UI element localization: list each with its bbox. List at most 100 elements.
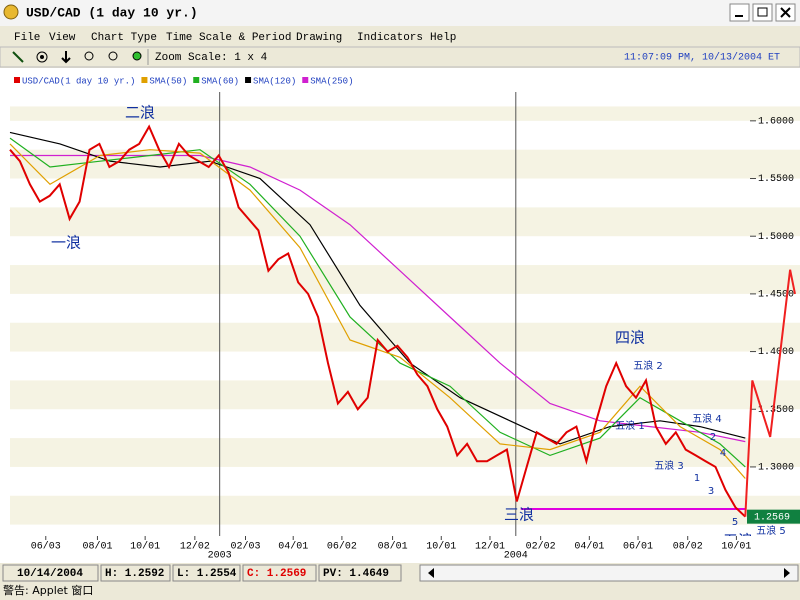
window-controls: [729, 3, 796, 22]
year-label: 2004: [504, 551, 528, 562]
wave-annotation: 5: [732, 517, 738, 528]
x-axis: 2003 2004 06/03 08/01 10/01 12/02 02/03 04/01 06…: [31, 536, 751, 562]
menu-bar: [0, 27, 800, 46]
wave-annotation: 二浪: [125, 104, 155, 122]
status-pv: PV: 1.4649: [323, 568, 389, 580]
status-box: [2, 564, 99, 582]
y-tick-label: 1.5000: [758, 232, 794, 243]
y-tick-label: 1.5500: [758, 174, 794, 185]
year-label: 2003: [208, 551, 232, 562]
x-tick-label: 12/01: [475, 541, 505, 553]
point-tool-dot: [40, 55, 44, 59]
legend-swatch: [245, 77, 252, 83]
series-line: [9, 124, 746, 518]
last-value-box: [747, 509, 800, 524]
wave-annotation: 五浪 5: [756, 524, 786, 537]
x-tick-label: 08/01: [378, 541, 408, 553]
minimize-button[interactable]: [729, 3, 750, 22]
wave-annotation: 4: [720, 448, 726, 459]
wave-annotation: 五浪 2: [633, 359, 663, 372]
x-tick-label: 10/01: [426, 541, 456, 553]
band: [10, 106, 800, 121]
toolbar: [0, 46, 800, 68]
x-tick-label: 04/01: [278, 541, 308, 553]
clock: 11:07:09 PM, 10/13/2004 ET: [624, 52, 780, 64]
status-box: [242, 564, 317, 582]
down-tool[interactable]: [61, 51, 71, 64]
line-tool[interactable]: [12, 51, 24, 63]
legend-label: USD/CAD(1 day 10 yr.): [22, 76, 135, 86]
status-box: [100, 564, 171, 582]
menu-item[interactable]: Help: [430, 32, 456, 44]
x-axis-area: [0, 536, 800, 563]
maximize-icon: [757, 7, 768, 17]
x-tick-label: 02/03: [231, 541, 261, 553]
band: [10, 438, 800, 467]
maximize-button[interactable]: [752, 3, 773, 22]
status-fields: 10/14/2004 H: 1.2592 L: 1.2554 C: 1.2569…: [2, 564, 799, 582]
wave-annotation: 一浪: [51, 234, 81, 252]
legend-swatch: [302, 77, 309, 83]
band: [10, 149, 800, 179]
footer-warning: 警告: Applet 窗口: [3, 583, 93, 597]
wave-annotation: 五浪 4: [692, 412, 722, 425]
zoom-in[interactable]: [84, 51, 94, 61]
projection-line: [744, 269, 796, 517]
chart: 1.3000 1.3500 1.4000 1.4500 1.5000 1.5500 1.60…: [9, 92, 800, 553]
legend-swatch: [193, 77, 200, 83]
title-bar: [0, 0, 800, 26]
menu: File View Chart Type Time Scale & Period Dra…: [14, 32, 456, 44]
footer-bar: [0, 583, 800, 600]
wave-annotation: 3: [708, 486, 714, 497]
legend-label: SMA(60): [201, 76, 239, 86]
band: [10, 207, 800, 237]
legend-label: SMA(250): [310, 76, 353, 86]
menu-item[interactable]: Chart Type: [91, 32, 157, 44]
point-tool[interactable]: [36, 51, 48, 63]
wave-annotation: 四浪: [615, 329, 645, 347]
status-box: [172, 564, 241, 582]
x-tick-label: 08/02: [673, 541, 703, 553]
close-icon: [780, 7, 791, 18]
menu-item[interactable]: Indicators: [357, 32, 423, 44]
legend-bar: [0, 68, 800, 92]
wave-annotation: 五浪 1: [615, 419, 645, 432]
wave-annotation: 2: [710, 432, 716, 443]
menu-item[interactable]: View: [49, 32, 76, 44]
legend-label: SMA(120): [253, 76, 296, 86]
zoom-out[interactable]: [108, 51, 118, 61]
x-tick-label: 06/02: [327, 541, 357, 553]
x-tick-label: 04/01: [574, 541, 604, 553]
refresh[interactable]: [132, 51, 142, 61]
menu-item[interactable]: Time Scale & Period: [166, 32, 291, 44]
menu-item[interactable]: Drawing: [296, 32, 342, 44]
legend-label: SMA(50): [149, 76, 187, 86]
status-date: 10/14/2004: [17, 568, 83, 580]
band: [10, 265, 800, 294]
x-tick-label: 06/01: [623, 541, 653, 553]
scrollbar[interactable]: [419, 564, 799, 582]
legend-swatch: [141, 77, 148, 83]
y-tick-label: 1.6000: [758, 116, 794, 127]
series-line: [9, 143, 746, 479]
series-line: [9, 131, 746, 445]
y-tick-label: 1.4000: [758, 347, 794, 358]
toolbar-buttons: [12, 49, 149, 65]
status-box: [318, 564, 402, 582]
wave-annotation: 三浪: [504, 506, 534, 524]
app-icon: [3, 4, 19, 20]
wave-annotation: 五浪 3: [654, 459, 684, 472]
menu-item[interactable]: File: [14, 32, 40, 44]
y-tick-label: 1.3000: [758, 463, 794, 474]
x-tick-label: 10/01: [130, 541, 160, 553]
status-high: H: 1.2592: [105, 568, 164, 580]
x-tick-label: 02/02: [526, 541, 556, 553]
x-tick-label: 06/03: [31, 541, 61, 553]
wave-annotation: 1: [694, 473, 700, 484]
status-close: C: 1.2569: [247, 568, 306, 580]
status-low: L: 1.2554: [177, 568, 237, 580]
zoom-scale: Zoom Scale: 1 x 4: [155, 52, 268, 64]
x-tick-label: 12/02: [180, 541, 210, 553]
band: [10, 380, 800, 410]
